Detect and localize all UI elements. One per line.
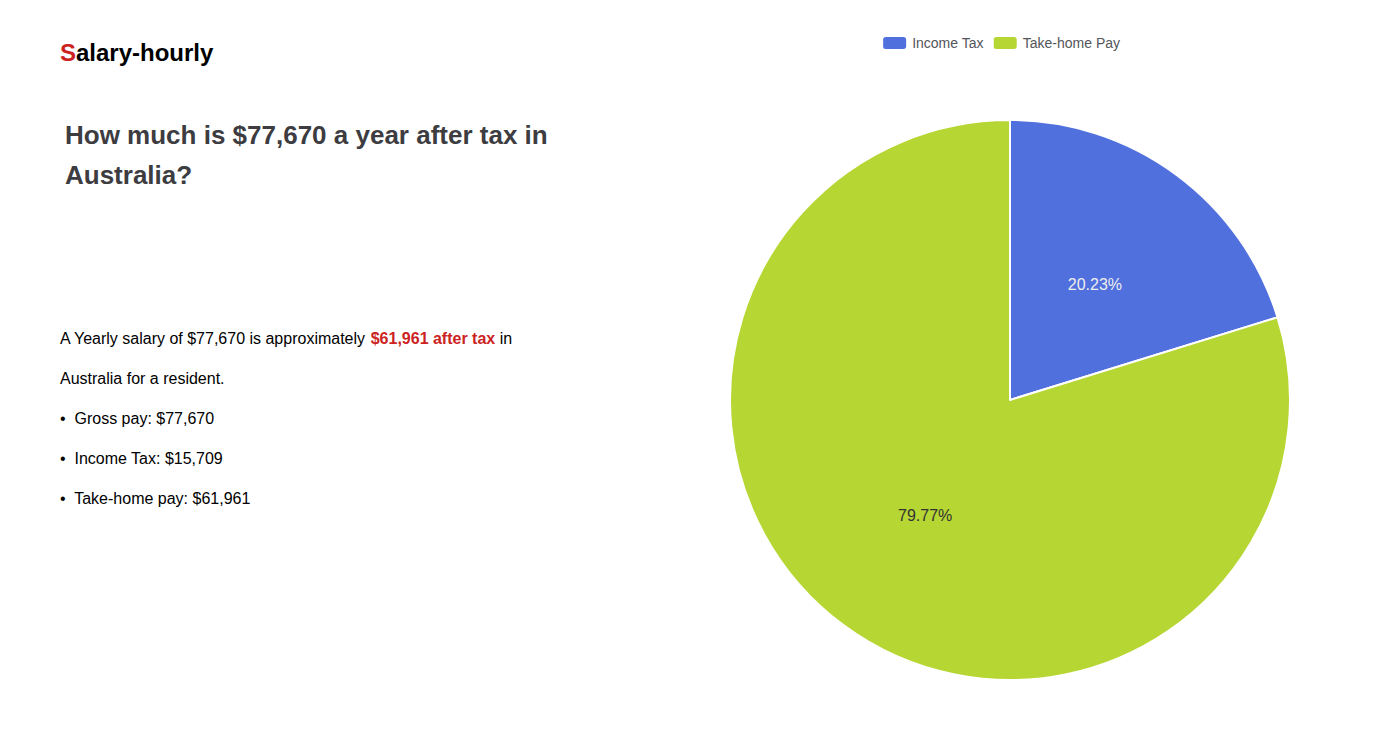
svg-text:How much is $77,670 a year aft: How much is $77,670 a year after tax in: [65, 120, 548, 150]
svg-text:• Gross pay: $77,670: • Gross pay: $77,670: [60, 410, 214, 427]
svg-text:• Income Tax: $15,709: • Income Tax: $15,709: [60, 450, 223, 467]
svg-text:20.23%: 20.23%: [1068, 276, 1122, 293]
svg-text:• Take-home pay: $61,961: • Take-home pay: $61,961: [60, 490, 250, 507]
svg-text:Take-home Pay: Take-home Pay: [1023, 35, 1120, 51]
svg-text:alary-hourly: alary-hourly: [76, 39, 214, 66]
svg-text:Australia?: Australia?: [65, 160, 192, 190]
svg-text:Income Tax: Income Tax: [912, 35, 983, 51]
svg-text:79.77%: 79.77%: [898, 507, 952, 524]
svg-text:Australia for a resident.: Australia for a resident.: [60, 370, 225, 387]
svg-text:S: S: [60, 39, 76, 66]
svg-text:A Yearly salary of $77,670 is: A Yearly salary of $77,670 is approximat…: [60, 330, 370, 347]
svg-text:in: in: [495, 330, 512, 347]
svg-text:$61,961 after tax: $61,961 after tax: [371, 330, 496, 347]
